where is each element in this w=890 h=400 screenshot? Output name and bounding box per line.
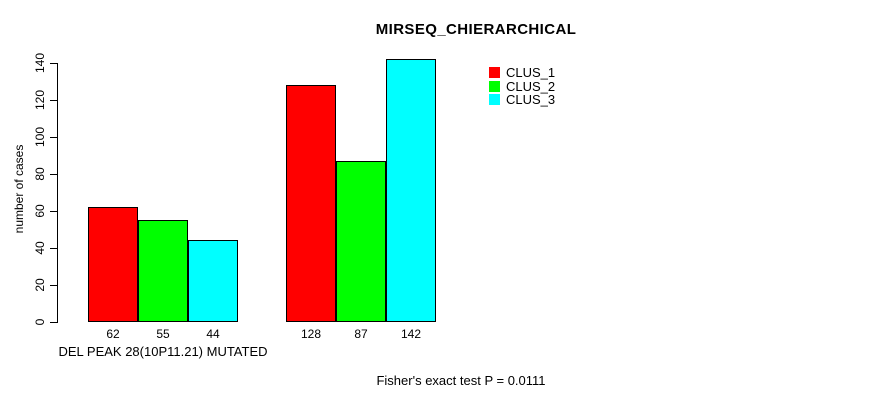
- legend-row: CLUS_1: [489, 65, 556, 81]
- legend-swatch-clus_2: [489, 80, 500, 92]
- y-tick-label: 140: [33, 52, 47, 73]
- legend: CLUS_1 CLUS_2 CLUS_3: [489, 65, 556, 108]
- y-tick-label: 60: [33, 204, 47, 218]
- y-tick-mark: [50, 284, 57, 286]
- bar-value-label: 44: [206, 327, 220, 341]
- y-axis-label: number of cases: [12, 144, 26, 234]
- y-tick-mark: [50, 210, 57, 212]
- y-axis-line: [57, 62, 58, 323]
- y-tick-mark: [50, 136, 57, 138]
- annotation-text: Fisher's exact test P = 0.0111: [376, 373, 546, 388]
- chart-title: MIRSEQ_CHIERARCHICAL: [375, 21, 577, 38]
- bar-clus_3-group2: [386, 58, 436, 322]
- x-category-label: DEL PEAK 28(10P11.21) MUTATED: [58, 344, 268, 359]
- y-tick-mark: [50, 322, 57, 323]
- legend-row: CLUS_3: [489, 92, 556, 108]
- y-tick-label: 0: [33, 318, 47, 326]
- bar-value-label: 87: [354, 327, 368, 341]
- bar-clus_1-group2: [286, 84, 336, 322]
- bar-value-label: 142: [400, 327, 422, 341]
- legend-swatch-clus_1: [489, 67, 500, 79]
- legend-label: CLUS_3: [506, 92, 556, 108]
- y-tick-label: 80: [33, 167, 47, 181]
- bar-value-label: 55: [156, 327, 170, 341]
- bar-value-label: 128: [300, 327, 322, 341]
- y-tick-mark: [50, 247, 57, 249]
- bar-clus_2-group1: [138, 220, 188, 322]
- bar-value-label: 62: [106, 327, 120, 341]
- y-tick-label: 100: [33, 126, 47, 147]
- legend-label: CLUS_2: [506, 78, 556, 94]
- bar-clus_3-group1: [188, 240, 238, 322]
- y-tick-label: 20: [33, 278, 47, 292]
- bar-clus_2-group2: [336, 160, 386, 322]
- legend-label: CLUS_1: [506, 65, 556, 81]
- legend-row: CLUS_2: [489, 78, 556, 94]
- legend-swatch-clus_3: [489, 94, 500, 106]
- bar-clus_1-group1: [88, 207, 138, 322]
- y-tick-label: 120: [33, 89, 47, 110]
- y-tick-label: 40: [33, 241, 47, 255]
- y-tick-mark: [50, 62, 57, 64]
- y-tick-mark: [50, 99, 57, 101]
- y-tick-mark: [50, 173, 57, 175]
